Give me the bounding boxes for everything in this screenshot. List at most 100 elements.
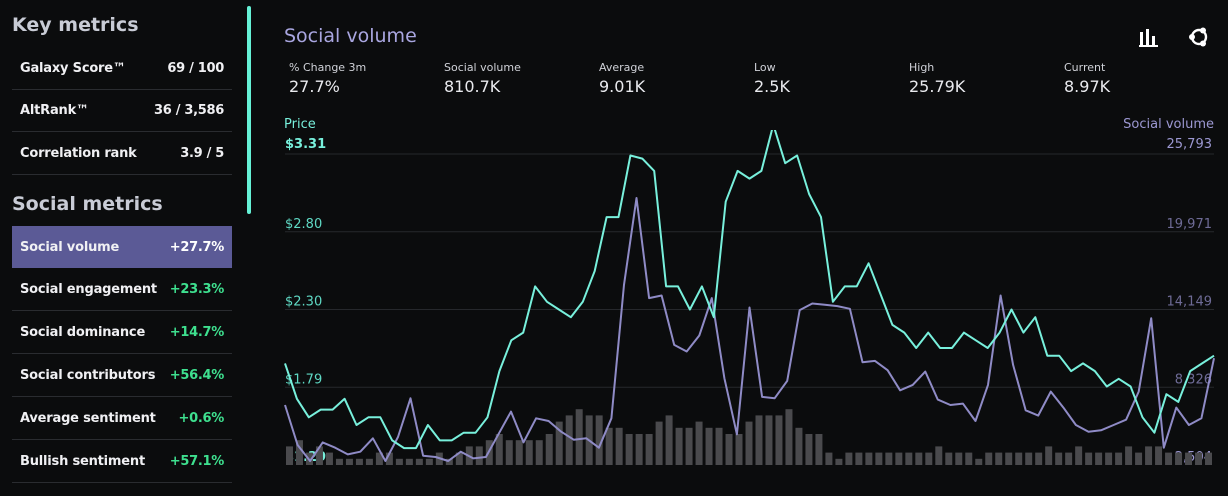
volume-bar (765, 415, 773, 465)
right-axis-tick-label: 25,793 (1167, 137, 1213, 152)
social-metric-social-dominance[interactable]: Social dominance +14.7% (12, 312, 232, 354)
metric-value: 3.9 / 5 (180, 146, 224, 161)
volume-bar (1185, 452, 1193, 465)
volume-bar (745, 421, 753, 465)
left-axis-tick-label: $2.30 (285, 295, 322, 310)
stat-label: % Change 3m (289, 61, 367, 74)
volume-bar (845, 452, 853, 465)
volume-bar (1025, 452, 1033, 465)
volume-bar (295, 440, 303, 465)
volume-bar (365, 458, 373, 465)
stat-low: Low 2.5K (754, 61, 904, 96)
stat-value: 9.01K (599, 77, 646, 96)
metric-label: Social volume (20, 239, 120, 255)
stat-label: Current (1064, 61, 1106, 74)
volume-bar (725, 434, 733, 465)
volume-bar (405, 458, 413, 465)
metric-value: 36 / 3,586 (153, 103, 224, 118)
volume-bar (835, 458, 843, 465)
volume-bar (665, 415, 673, 465)
volume-bar (815, 434, 823, 465)
stat-value: 2.5K (754, 77, 790, 96)
right-axis-tick-label: 8,326 (1175, 372, 1212, 387)
volume-bar (655, 421, 663, 465)
price-line (284, 130, 1215, 450)
metric-label: Correlation rank (20, 146, 137, 161)
key-metric-altrank[interactable]: AltRank™ 36 / 3,586 (12, 90, 232, 132)
volume-bar (1005, 452, 1013, 465)
volume-bar (905, 452, 913, 465)
volume-bar (495, 434, 503, 465)
volume-bar (955, 452, 963, 465)
volume-bar (605, 427, 613, 465)
volume-bar (1045, 446, 1053, 465)
volume-bar (515, 440, 523, 465)
volume-bar (965, 452, 973, 465)
social-metric-social-engagement[interactable]: Social engagement +23.3% (12, 269, 232, 311)
volume-bar (415, 458, 423, 465)
stat-current: Current 8.97K (1064, 61, 1214, 96)
bar-chart-icon[interactable] (1138, 26, 1160, 48)
volume-bar (395, 458, 403, 465)
stat-label: Social volume (444, 61, 521, 74)
social-metric-social-volume[interactable]: Social volume +27.7% (12, 226, 232, 268)
volume-bar (335, 458, 343, 465)
volume-bar (345, 458, 353, 465)
volume-bar (775, 415, 783, 465)
key-metric-correlation-rank[interactable]: Correlation rank 3.9 / 5 (12, 133, 232, 175)
volume-bar (325, 452, 333, 465)
volume-bar (705, 427, 713, 465)
share-icon[interactable] (1188, 26, 1210, 48)
volume-bar (286, 446, 293, 465)
volume-bar (795, 427, 803, 465)
volume-bar (1015, 452, 1023, 465)
volume-bar (525, 440, 533, 465)
volume-bar (1085, 452, 1093, 465)
stat-value: 810.7K (444, 77, 501, 96)
metric-value: 69 / 100 (167, 61, 224, 76)
volume-bar (735, 434, 743, 465)
right-axis-tick-label: 14,149 (1167, 295, 1213, 310)
stat-value: 27.7% (289, 77, 340, 96)
volume-bar (785, 409, 793, 465)
key-metric-galaxy-score[interactable]: Galaxy Score™ 69 / 100 (12, 48, 232, 90)
metric-label: Social engagement (20, 282, 157, 297)
right-axis-title: Social volume (1123, 117, 1214, 132)
stat-label: High (909, 61, 935, 74)
volume-bar (545, 434, 553, 465)
left-axis-tick-label: $2.80 (285, 217, 322, 232)
volume-bar (855, 452, 863, 465)
left-axis-title: Price (284, 117, 316, 132)
volume-bar (895, 452, 903, 465)
social-volume-line (284, 197, 1215, 462)
social-metric-average-sentiment[interactable]: Average sentiment +0.6% (12, 398, 232, 440)
volume-bar (1145, 446, 1153, 465)
metric-label: Social contributors (20, 368, 156, 383)
social-volume-chart[interactable]: $3.31 25,793 $2.80 19,971 $2.30 14,149 $1.79 8,… (280, 130, 1220, 490)
volume-bar (685, 427, 693, 465)
volume-bar (555, 421, 563, 465)
volume-bar (915, 452, 923, 465)
chart-title: Social volume (284, 25, 417, 47)
volume-bar (445, 458, 453, 465)
volume-bar (1105, 452, 1113, 465)
panel-scrollbar[interactable] (247, 6, 251, 214)
volume-bar (1095, 452, 1103, 465)
social-metric-social-contributors[interactable]: Social contributors +56.4% (12, 355, 232, 397)
volume-bar (695, 421, 703, 465)
volume-bar (625, 434, 633, 465)
volume-bar (575, 409, 583, 465)
volume-bar (1075, 446, 1083, 465)
volume-bar (1035, 452, 1043, 465)
social-metric-bullish-sentiment[interactable]: Bullish sentiment +57.1% (12, 441, 232, 483)
volume-bar (675, 427, 683, 465)
volume-bar (455, 452, 463, 465)
volume-bar (995, 452, 1003, 465)
volume-bar (505, 440, 513, 465)
volume-bar (1125, 446, 1133, 465)
volume-bar (1055, 452, 1063, 465)
volume-bar (595, 415, 603, 465)
volume-bar (355, 458, 363, 465)
metric-label: Bullish sentiment (20, 454, 145, 469)
stat-label: Low (754, 61, 776, 74)
